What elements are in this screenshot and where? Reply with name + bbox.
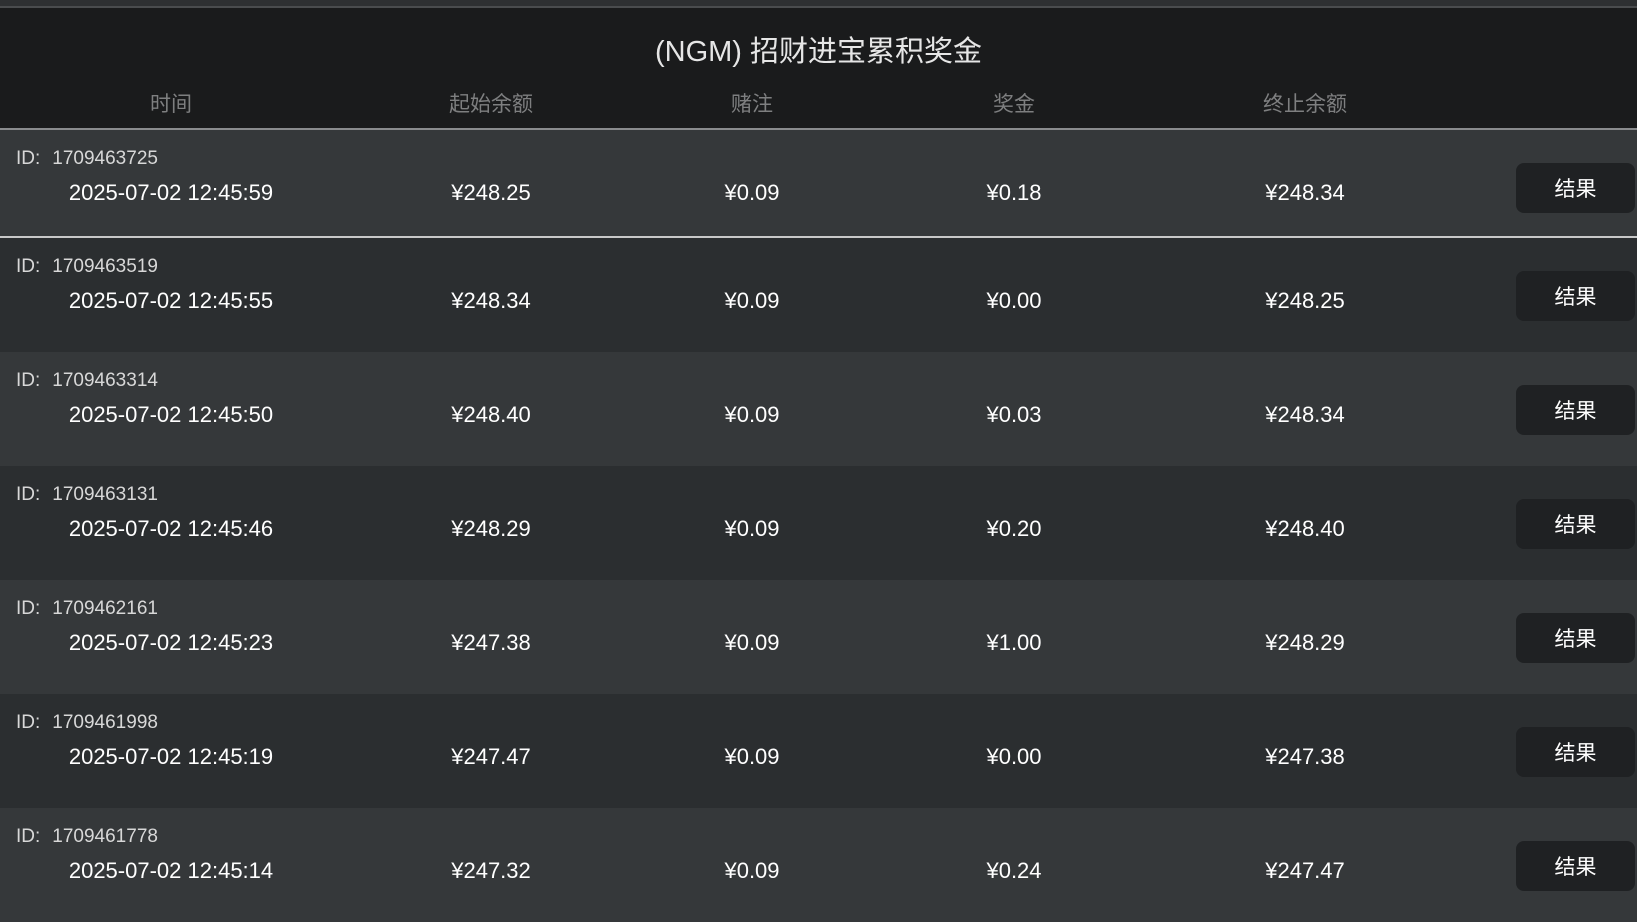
record-id: ID: 1709461998	[16, 712, 158, 734]
id-value: 1709463314	[52, 370, 158, 391]
end-balance-cell: ¥248.40	[1265, 516, 1345, 541]
time-cell: 2025-07-02 12:45:19	[68, 744, 274, 769]
prize-cell: ¥0.20	[986, 516, 1042, 541]
id-label: ID:	[16, 484, 41, 505]
column-header-bet: 赌注	[731, 93, 773, 116]
id-label: ID:	[16, 598, 41, 619]
end-balance-cell: ¥248.34	[1265, 402, 1345, 427]
prize-cell: ¥0.18	[986, 180, 1042, 205]
prize-cell: ¥0.24	[986, 858, 1042, 883]
bet-cell: ¥0.09	[724, 180, 780, 205]
id-label: ID:	[16, 370, 41, 391]
id-value: 1709463725	[52, 148, 158, 169]
time-cell: 2025-07-02 12:45:50	[68, 402, 274, 427]
table-row: ID: 1709463725 2025-07-02 12:45:59 ¥248.2…	[0, 130, 1637, 238]
column-header-end-balance: 终止余额	[1263, 93, 1347, 116]
end-balance-cell: ¥248.29	[1265, 630, 1345, 655]
prize-cell: ¥0.03	[986, 402, 1042, 427]
result-button[interactable]: 结果	[1516, 271, 1635, 321]
prize-cell: ¥1.00	[986, 630, 1042, 655]
id-label: ID:	[16, 826, 41, 847]
result-button[interactable]: 结果	[1516, 499, 1635, 549]
record-id: ID: 1709461778	[16, 826, 158, 848]
prize-cell: ¥0.00	[986, 744, 1042, 769]
end-balance-cell: ¥247.47	[1265, 858, 1345, 883]
id-value: 1709462161	[52, 598, 158, 619]
start-balance-cell: ¥248.40	[451, 402, 531, 427]
record-id: ID: 1709463725	[16, 148, 158, 170]
id-label: ID:	[16, 148, 41, 169]
table-header: (NGM) 招财进宝累积奖金 时间 起始余额 赌注 奖金 终止余额	[0, 8, 1637, 130]
result-button[interactable]: 结果	[1516, 385, 1635, 435]
start-balance-cell: ¥248.34	[451, 288, 531, 313]
record-id: ID: 1709463519	[16, 256, 158, 278]
time-cell: 2025-07-02 12:45:14	[68, 858, 274, 883]
start-balance-cell: ¥247.38	[451, 630, 531, 655]
table-row: ID: 1709463314 2025-07-02 12:45:50 ¥248.4…	[0, 352, 1637, 466]
table-row: ID: 1709461998 2025-07-02 12:45:19 ¥247.4…	[0, 694, 1637, 808]
bet-cell: ¥0.09	[724, 744, 780, 769]
top-bar	[0, 0, 1637, 8]
id-value: 1709461778	[52, 826, 158, 847]
table-row: ID: 1709461778 2025-07-02 12:45:14 ¥247.3…	[0, 808, 1637, 922]
id-value: 1709461998	[52, 712, 158, 733]
end-balance-cell: ¥247.38	[1265, 744, 1345, 769]
record-id: ID: 1709463314	[16, 370, 158, 392]
start-balance-cell: ¥247.47	[451, 744, 531, 769]
bet-cell: ¥0.09	[724, 516, 780, 541]
prize-cell: ¥0.00	[986, 288, 1042, 313]
column-header-start-balance: 起始余额	[449, 93, 533, 116]
table-row: ID: 1709462161 2025-07-02 12:45:23 ¥247.3…	[0, 580, 1637, 694]
result-button[interactable]: 结果	[1516, 841, 1635, 891]
bet-cell: ¥0.09	[724, 630, 780, 655]
page-title: (NGM) 招财进宝累积奖金	[654, 36, 983, 68]
id-label: ID:	[16, 256, 41, 277]
table-row: ID: 1709463131 2025-07-02 12:45:46 ¥248.2…	[0, 466, 1637, 580]
result-button[interactable]: 结果	[1516, 727, 1635, 777]
start-balance-cell: ¥248.29	[451, 516, 531, 541]
id-label: ID:	[16, 712, 41, 733]
time-cell: 2025-07-02 12:45:46	[68, 516, 274, 541]
column-header-prize: 奖金	[993, 93, 1035, 116]
bet-cell: ¥0.09	[724, 858, 780, 883]
record-id: ID: 1709462161	[16, 598, 158, 620]
bet-cell: ¥0.09	[724, 288, 780, 313]
result-button[interactable]: 结果	[1516, 163, 1635, 213]
end-balance-cell: ¥248.34	[1265, 180, 1345, 205]
time-cell: 2025-07-02 12:45:59	[68, 180, 274, 205]
start-balance-cell: ¥247.32	[451, 858, 531, 883]
id-value: 1709463519	[52, 256, 158, 277]
time-cell: 2025-07-02 12:45:55	[68, 288, 274, 313]
end-balance-cell: ¥248.25	[1265, 288, 1345, 313]
record-id: ID: 1709463131	[16, 484, 158, 506]
id-value: 1709463131	[52, 484, 158, 505]
result-button[interactable]: 结果	[1516, 613, 1635, 663]
table-row: ID: 1709463519 2025-07-02 12:45:55 ¥248.3…	[0, 238, 1637, 352]
column-header-time: 时间	[150, 93, 192, 116]
bet-cell: ¥0.09	[724, 402, 780, 427]
time-cell: 2025-07-02 12:45:23	[68, 630, 274, 655]
start-balance-cell: ¥248.25	[451, 180, 531, 205]
